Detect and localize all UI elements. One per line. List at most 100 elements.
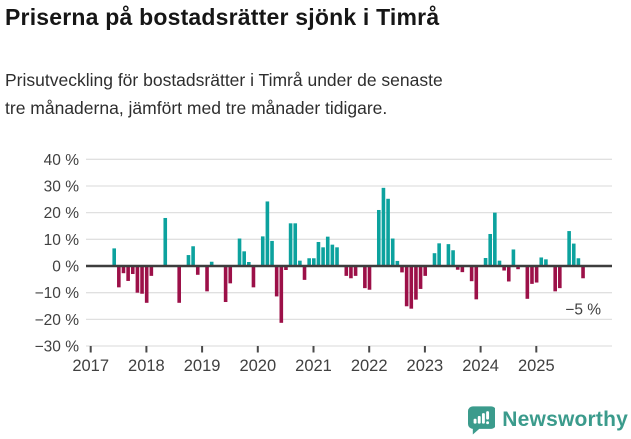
x-axis-tick-label: 2019 (184, 357, 221, 375)
bar-negative (516, 266, 520, 270)
bar-negative (414, 266, 418, 300)
bar-negative (404, 266, 409, 307)
bar-negative (558, 266, 562, 289)
bar-positive (112, 248, 116, 266)
bar-negative (302, 266, 307, 280)
bar-positive (539, 257, 544, 266)
newsworthy-logo: Newsworthy (468, 402, 628, 438)
bar-positive (260, 236, 265, 266)
bar-negative (130, 266, 135, 274)
bar-negative (284, 266, 288, 270)
x-axis-tick-label: 2024 (462, 357, 499, 375)
x-axis-tick-label: 2023 (407, 357, 444, 375)
x-axis-tick-label: 2017 (72, 357, 109, 375)
bar-negative (534, 266, 539, 283)
bar-negative (344, 266, 349, 276)
subtitle-line-1: Prisutveckling för bostadsrätter i Timrå… (5, 70, 443, 90)
y-axis-tick-label: 0 % (52, 259, 79, 276)
x-axis-tick-label: 2018 (128, 357, 165, 375)
bar-positive (298, 260, 302, 266)
bar-negative (460, 266, 465, 273)
bar-positive (446, 244, 451, 266)
page-title: Priserna på bostadsrätter sjönk i Timrå (5, 4, 440, 30)
bar-positive (163, 217, 168, 266)
bar-positive (186, 255, 191, 266)
bar-positive (381, 187, 386, 266)
bar-negative (144, 266, 149, 303)
chart-canvas: 40 % 30 % 20 % 10 % 0 % −10 % −20 % −30 %2017 20… (35, 152, 612, 375)
bar-positive (432, 253, 437, 266)
bar-negative (367, 266, 372, 290)
bar-positive (483, 258, 488, 266)
bar-negative (506, 266, 511, 282)
bar-negative (474, 266, 479, 300)
bar-negative (353, 266, 358, 276)
bar-negative (469, 266, 474, 282)
bar-positive (488, 233, 492, 266)
bar-positive (386, 198, 390, 266)
y-axis-tick-label: −10 % (35, 285, 80, 302)
bar-positive (497, 260, 502, 266)
bar-negative (502, 266, 506, 271)
bar-negative (195, 266, 200, 275)
bar-positive (191, 246, 195, 266)
bar-positive (571, 243, 576, 266)
bar-positive (321, 247, 325, 266)
bar-positive (451, 250, 455, 266)
bar-negative (121, 266, 126, 274)
bar-negative (418, 266, 423, 289)
bar-negative (205, 266, 209, 292)
y-axis-tick-label: 20 % (44, 205, 80, 222)
x-axis-tick-label: 2022 (351, 357, 388, 375)
bar-positive (390, 238, 395, 266)
bar-negative (530, 266, 534, 284)
bar-positive (316, 241, 321, 266)
bar-negative (581, 266, 585, 279)
bar-positive (237, 238, 242, 266)
bar-negative (525, 266, 530, 299)
bar-positive (307, 258, 311, 266)
bar-negative (553, 266, 557, 292)
bar-positive (395, 260, 400, 266)
bar-positive (544, 259, 548, 266)
bar-negative (423, 266, 428, 276)
y-axis-tick-label: −30 % (35, 339, 80, 356)
bar-positive (330, 244, 335, 266)
bar-positive (312, 258, 316, 266)
bar-positive (288, 223, 293, 266)
bar-positive (325, 236, 330, 266)
bar-negative (177, 266, 181, 303)
bar-positive (293, 223, 298, 266)
y-axis-tick-label: 10 % (44, 232, 80, 249)
bar-negative (228, 266, 233, 284)
bar-negative (126, 266, 130, 281)
bar-positive (209, 261, 214, 266)
price-change-bar-chart: 40 % 30 % 20 % 10 % 0 % −10 % −20 % −30 % 2017 20… (0, 150, 631, 390)
last-value-annotation: −5 % (565, 301, 601, 318)
bar-positive (335, 247, 339, 266)
bar-negative (251, 266, 256, 288)
bar-negative (140, 266, 144, 294)
bar-negative (409, 266, 414, 309)
bar-positive (247, 262, 251, 266)
x-axis-tick-label: 2025 (518, 357, 555, 375)
y-axis-tick-label: −20 % (35, 312, 80, 329)
bar-negative (400, 266, 404, 273)
bar-positive (376, 209, 381, 266)
bar-negative (455, 266, 460, 270)
bar-positive (242, 251, 246, 266)
bar-positive (437, 243, 441, 266)
bar-positive (270, 240, 274, 266)
bar-negative (149, 266, 154, 276)
x-axis-tick-label: 2021 (295, 357, 332, 375)
y-axis-tick-label: 40 % (44, 152, 80, 169)
bar-positive (265, 201, 270, 266)
brand-name: Newsworthy (502, 408, 628, 431)
bar-negative (274, 266, 279, 297)
bar-positive (511, 249, 516, 266)
bar-negative (135, 266, 140, 293)
bar-negative (223, 266, 228, 303)
x-axis-tick-label: 2020 (239, 357, 276, 375)
bar-positive (576, 258, 581, 266)
bar-positive (567, 231, 571, 266)
